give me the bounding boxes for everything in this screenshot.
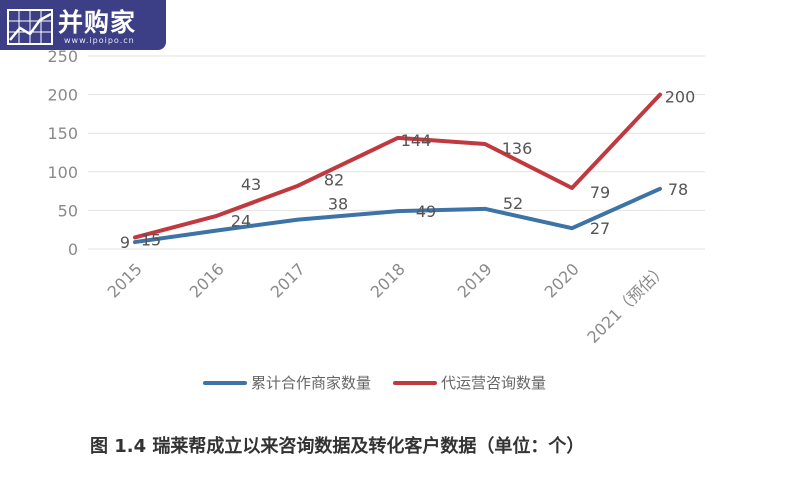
y-tick-label: 200	[47, 86, 78, 105]
x-tick-label: 2019	[454, 259, 496, 301]
y-tick-label: 150	[47, 124, 78, 143]
y-tick-label: 250	[47, 47, 78, 66]
logo-url: www.ipoipo.cn	[64, 36, 135, 45]
data-label: 9	[120, 233, 130, 252]
x-tick-label: 2021（预估）	[583, 259, 670, 346]
x-tick-label: 2018	[367, 259, 409, 301]
data-label: 144	[401, 131, 432, 150]
data-label: 15	[141, 230, 161, 249]
data-label: 136	[502, 139, 533, 158]
y-tick-label: 50	[58, 201, 78, 220]
legend-label-1: 累计合作商家数量	[251, 374, 371, 392]
y-tick-label: 0	[68, 240, 78, 259]
legend-label-2: 代运营咨询数量	[441, 374, 546, 392]
data-label: 38	[328, 195, 348, 214]
data-label: 43	[241, 175, 261, 194]
x-tick-label: 2017	[267, 259, 309, 301]
data-label: 24	[231, 211, 251, 230]
data-label: 82	[324, 171, 344, 190]
data-label: 79	[590, 183, 610, 202]
data-label: 78	[668, 180, 688, 199]
logo: 并购家 www.ipoipo.cn	[0, 0, 166, 50]
series-line-1	[133, 186, 662, 245]
x-tick-label: 2020	[541, 259, 583, 301]
x-tick-label: 2015	[104, 259, 146, 301]
chart-logo-icon	[7, 9, 53, 45]
data-label: 200	[665, 88, 696, 107]
y-tick-label: 100	[47, 163, 78, 182]
data-label: 52	[503, 194, 523, 213]
x-tick-label: 2016	[186, 259, 228, 301]
data-label: 27	[590, 219, 610, 238]
data-label: 49	[416, 202, 436, 221]
series-line-2	[133, 92, 662, 240]
figure-caption: 图 1.4 瑞莱帮成立以来咨询数据及转化客户数据（单位：个）	[90, 436, 585, 457]
logo-text: 并购家	[58, 8, 137, 37]
